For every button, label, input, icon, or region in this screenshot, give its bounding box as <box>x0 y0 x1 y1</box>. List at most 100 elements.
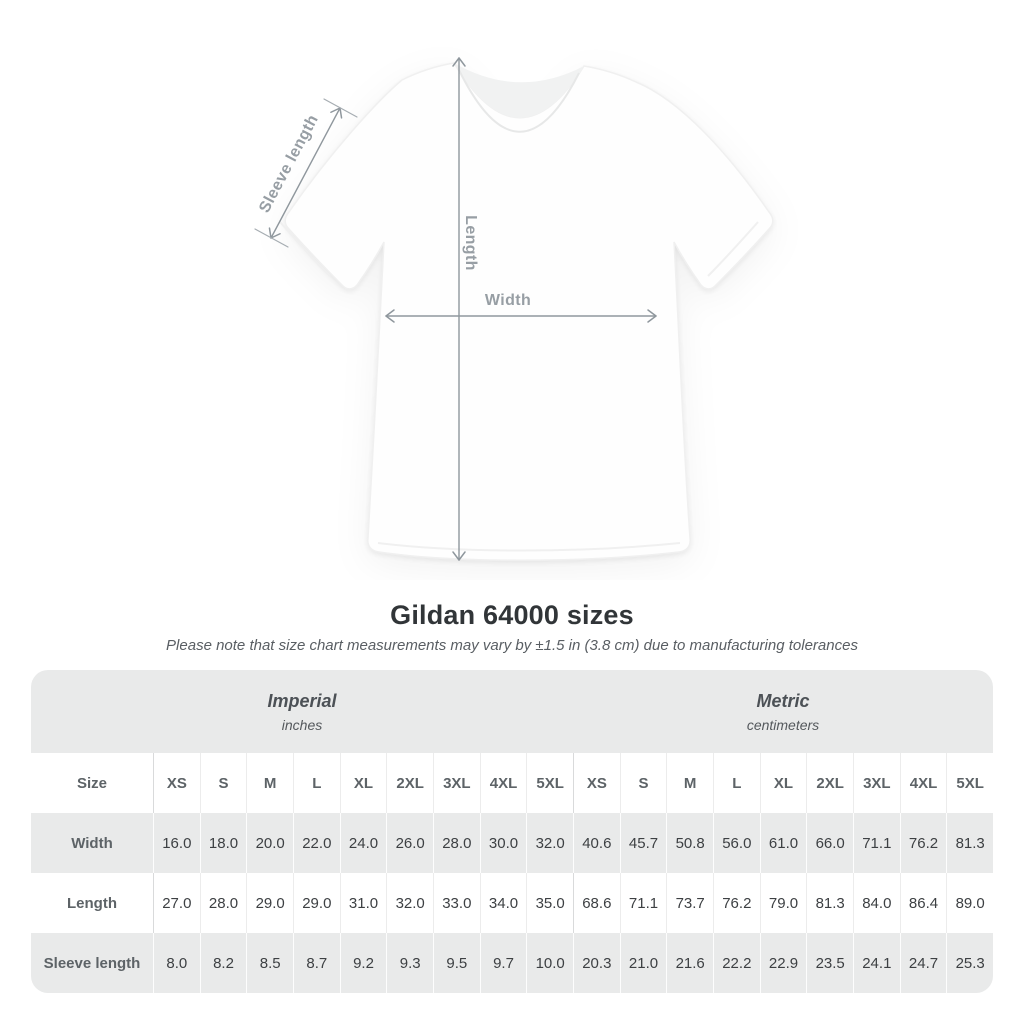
sleeve-length-tick-top <box>323 98 358 118</box>
left-sleeve-hem-seam <box>279 221 331 277</box>
measure-value-cell: 22.0 <box>293 813 340 873</box>
size-col-header: XL <box>339 753 387 813</box>
measure-value-cell: 23.5 <box>806 933 853 993</box>
measure-value-cell: 76.2 <box>899 813 947 873</box>
measure-value-cell: 9.7 <box>479 933 527 993</box>
length-arrowhead-bottom <box>452 551 466 561</box>
size-col-header: 4XL <box>899 753 947 813</box>
imperial-unit: inches <box>281 716 323 733</box>
size-col-header: M <box>666 753 713 813</box>
measure-value-cell: 31.0 <box>339 873 387 933</box>
measure-value-cell: 22.2 <box>713 933 760 993</box>
measure-value-cell: 89.0 <box>946 873 993 933</box>
measure-value-cell: 50.8 <box>666 813 713 873</box>
collar-inside <box>454 63 584 118</box>
measure-value-cell: 9.2 <box>339 933 387 993</box>
measure-value-cell: 24.0 <box>339 813 387 873</box>
tshirt-size-diagram: Length Width Sleeve length <box>254 57 774 561</box>
measure-value-cell: 8.7 <box>293 933 340 993</box>
collar-band-seam <box>458 69 580 133</box>
measure-value-cell: 30.0 <box>479 813 527 873</box>
size-col-header: S <box>199 753 247 813</box>
measure-value-cell: 73.7 <box>666 873 713 933</box>
size-col-header: 5XL <box>526 753 573 813</box>
measure-value-cell: 61.0 <box>759 813 807 873</box>
page-title: Gildan 64000 sizes <box>390 600 634 630</box>
measure-value-cell: 25.3 <box>946 933 993 993</box>
measure-value-cell: 9.5 <box>433 933 480 993</box>
measure-value-cell: 22.9 <box>759 933 807 993</box>
length-label: Length <box>462 215 479 271</box>
metric-group-header: Metric centimeters <box>573 670 993 753</box>
size-col-header: 5XL <box>946 753 993 813</box>
measure-value-cell: 8.5 <box>246 933 293 993</box>
width-arrowhead-right <box>647 309 657 323</box>
measure-value-cell: 21.0 <box>619 933 667 993</box>
measure-value-cell: 84.0 <box>853 873 900 933</box>
measure-value-cell: 68.6 <box>573 873 620 933</box>
imperial-label: Imperial <box>267 690 337 711</box>
measure-row-label: Sleeve length <box>31 933 153 993</box>
size-col-header: 3XL <box>853 753 900 813</box>
size-col-header: L <box>713 753 760 813</box>
measure-row-label: Width <box>31 813 153 873</box>
measure-value-cell: 71.1 <box>619 873 667 933</box>
measure-value-cell: 79.0 <box>759 873 807 933</box>
imperial-group-header: Imperial inches <box>31 670 573 753</box>
measure-value-cell: 86.4 <box>899 873 947 933</box>
right-sleeve-hem-seam <box>707 221 759 277</box>
measure-value-cell: 24.7 <box>899 933 947 993</box>
size-col-header: 2XL <box>806 753 853 813</box>
size-col-header: XL <box>759 753 807 813</box>
tolerance-note: Please note that size chart measurements… <box>166 637 858 654</box>
measure-value-cell: 29.0 <box>246 873 293 933</box>
measure-value-cell: 8.0 <box>153 933 200 993</box>
tshirt-silhouette <box>284 62 774 561</box>
size-corner-header: Size <box>31 753 153 813</box>
width-arrowhead-left <box>385 309 395 323</box>
measure-value-cell: 33.0 <box>433 873 480 933</box>
metric-unit: centimeters <box>746 716 820 733</box>
size-table: Imperial inches Metric centimeters Size X… <box>31 670 993 993</box>
size-col-header: 2XL <box>386 753 433 813</box>
measure-value-cell: 18.0 <box>199 813 247 873</box>
size-col-header: 3XL <box>433 753 480 813</box>
measure-value-cell: 56.0 <box>713 813 760 873</box>
measure-value-cell: 66.0 <box>806 813 853 873</box>
measure-value-cell: 8.2 <box>199 933 247 993</box>
measure-value-cell: 35.0 <box>526 873 573 933</box>
measure-value-cell: 28.0 <box>199 873 247 933</box>
measure-value-cell: 10.0 <box>526 933 573 993</box>
measure-value-cell: 81.3 <box>806 873 853 933</box>
measure-value-cell: 16.0 <box>153 813 200 873</box>
size-col-header: 4XL <box>479 753 527 813</box>
sleeve-length-tick-bottom <box>254 228 289 248</box>
size-col-header: L <box>293 753 340 813</box>
tshirt-graphic <box>279 62 774 561</box>
measure-value-cell: 28.0 <box>433 813 480 873</box>
measure-value-cell: 76.2 <box>713 873 760 933</box>
measure-value-cell: 34.0 <box>479 873 527 933</box>
bottom-hem-seam <box>377 542 681 552</box>
measure-value-cell: 32.0 <box>526 813 573 873</box>
measure-value-cell: 40.6 <box>573 813 620 873</box>
measure-value-cell: 24.1 <box>853 933 900 993</box>
measure-value-cell: 32.0 <box>386 873 433 933</box>
width-label: Width <box>485 292 531 309</box>
measure-value-cell: 20.3 <box>573 933 620 993</box>
metric-label: Metric <box>756 690 810 711</box>
size-col-header: S <box>619 753 667 813</box>
size-col-header: XS <box>153 753 200 813</box>
measure-value-cell: 20.0 <box>246 813 293 873</box>
measure-value-cell: 21.6 <box>666 933 713 993</box>
size-col-header: XS <box>573 753 620 813</box>
sleeve-length-arrow <box>270 107 341 239</box>
measure-row-label: Length <box>31 873 153 933</box>
measure-value-cell: 26.0 <box>386 813 433 873</box>
length-arrowhead-top <box>452 57 466 67</box>
measure-value-cell: 81.3 <box>946 813 993 873</box>
size-col-header: M <box>246 753 293 813</box>
measure-value-cell: 29.0 <box>293 873 340 933</box>
measure-value-cell: 45.7 <box>619 813 667 873</box>
measure-value-cell: 27.0 <box>153 873 200 933</box>
